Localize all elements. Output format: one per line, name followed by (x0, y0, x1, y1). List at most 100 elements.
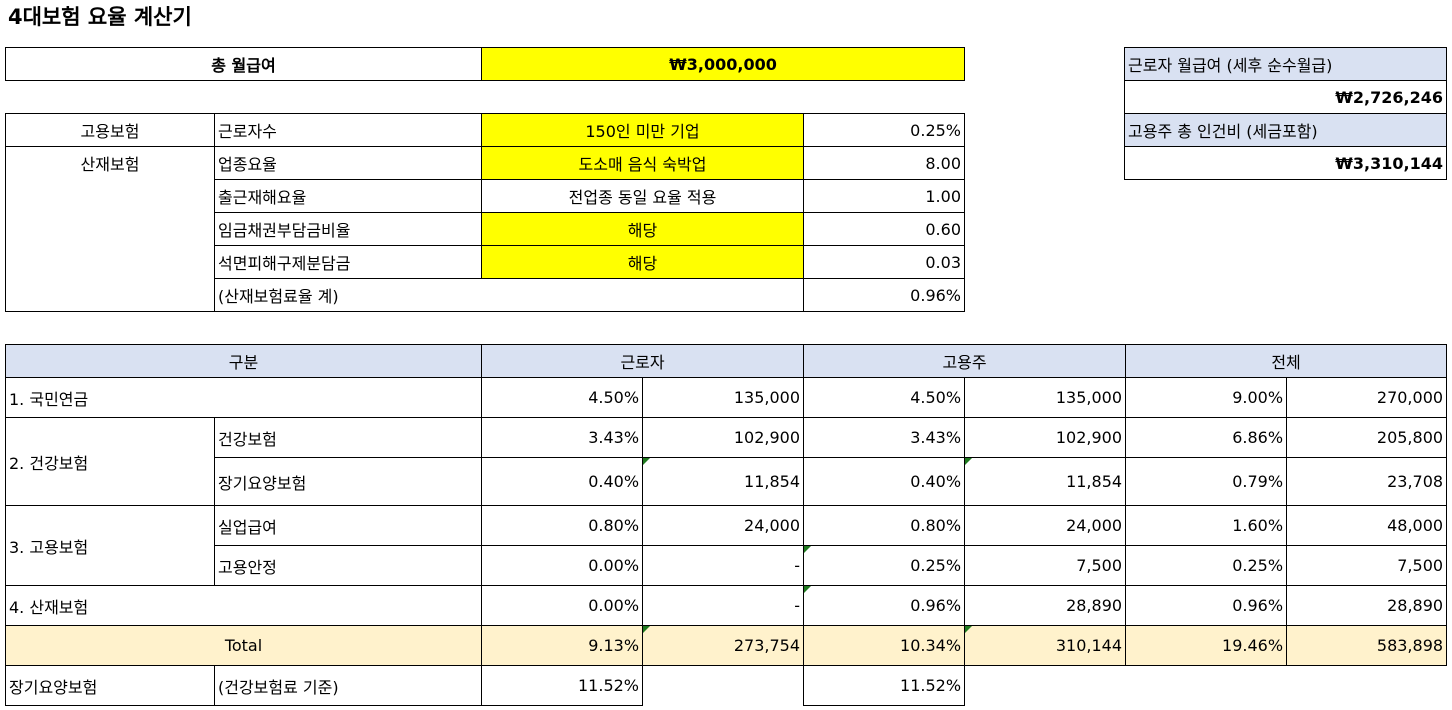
rate-label: 석면피해구제분담금 (214, 245, 482, 279)
employer-amount: 310,144 (964, 625, 1127, 666)
table-row: 장기요양보험 0.40% 11,854 0.40% 11,854 0.79% 2… (6, 457, 1448, 506)
header-employer: 고용주 (803, 344, 1127, 378)
table-row: 3. 고용보험 실업급여 0.80% 24,000 0.80% 24,000 1… (5, 505, 1448, 586)
rate-settings-table: 고용보험 근로자수 150인 미만 기업 0.25% 산재보험 업종요율 도소매… (5, 113, 965, 312)
accident-rate-sum-value: 0.96% (803, 278, 965, 312)
salary-label: 총 월급여 (5, 47, 482, 81)
worker-rate: 9.13% (481, 625, 644, 666)
header-category: 구분 (4, 344, 483, 378)
unemployment-sub-label: 실업급여 (213, 505, 483, 546)
employment-label: 3. 고용보험 (5, 505, 215, 586)
table-row: 고용안정 0.00% - 0.25% 7,500 0.25% 7,500 (6, 545, 1448, 586)
ltc-sub-label: 장기요양보험 (213, 457, 483, 506)
worker-amount: - (642, 545, 805, 586)
employer-ltc-rate: 11.52% (803, 665, 966, 706)
employer-rate: 0.25% (803, 545, 966, 586)
total-amount: 583,898 (1286, 625, 1448, 666)
rate-row-commute: 출근재해요율 전업종 동일 요율 적용 1.00 (6, 179, 965, 213)
employer-rate: 0.96% (803, 585, 966, 626)
table-row: 4. 산재보험 0.00% - 0.96% 28,890 0.96% 28,89… (4, 585, 1448, 626)
total-rate: 6.86% (1125, 417, 1288, 458)
commute-rate-value: 전업종 동일 요율 적용 (481, 179, 804, 213)
health-label: 2. 건강보험 (5, 417, 215, 506)
rate-label: 임금채권부담금비율 (214, 212, 482, 246)
employer-amount: 102,900 (964, 417, 1127, 458)
worker-rate: 0.80% (481, 505, 644, 546)
header-worker: 근로자 (481, 344, 805, 378)
table-row: 1. 국민연금 4.50% 135,000 4.50% 135,000 9.00… (4, 377, 1448, 418)
employer-cost-label: 고용주 총 인건비 (세금포함) (1124, 113, 1447, 147)
total-amount: 7,500 (1286, 545, 1448, 586)
empty-cell (1126, 666, 1287, 706)
accident-label: 4. 산재보험 (4, 585, 483, 626)
empty-cell (642, 665, 804, 706)
ltc-basis-row: 장기요양보험 (건강보험료 기준) 11.52% 11.52% (5, 665, 1447, 706)
rate-value: 0.60 (803, 212, 965, 246)
total-amount: 28,890 (1286, 585, 1448, 626)
rate-value: 1.00 (803, 179, 965, 213)
summary-table: 근로자 월급여 (세후 순수월급) ₩2,726,246 고용주 총 인건비 (… (1124, 47, 1447, 180)
worker-amount: - (642, 585, 805, 626)
total-rate: 0.25% (1125, 545, 1288, 586)
salary-input[interactable]: ₩3,000,000 (481, 47, 965, 81)
industry-select[interactable]: 도소매 음식 숙박업 (481, 146, 804, 180)
total-rate: 0.79% (1125, 457, 1288, 506)
net-salary-label: 근로자 월급여 (세후 순수월급) (1124, 47, 1447, 81)
wage-claim-select[interactable]: 해당 (481, 212, 804, 246)
net-salary-value: ₩2,726,246 (1124, 80, 1447, 114)
rate-row-asbestos: 석면피해구제분담금 해당 0.03 (6, 245, 965, 279)
employer-amount: 24,000 (964, 505, 1127, 546)
total-row: Total 9.13% 273,754 10.34% 310,144 19.46… (4, 625, 1448, 666)
worker-amount: 11,854 (642, 457, 805, 506)
total-rate: 19.46% (1125, 625, 1288, 666)
worker-rate: 0.00% (481, 585, 644, 626)
employment-insurance-label: 고용보험 (5, 113, 215, 147)
total-label: Total (4, 625, 483, 666)
worker-rate: 3.43% (481, 417, 644, 458)
total-amount: 205,800 (1286, 417, 1448, 458)
breakdown-table: 구분 근로자 고용주 전체 1. 국민연금 4.50% 135,000 4.50… (4, 344, 1448, 706)
rate-value: 0.25% (803, 113, 965, 147)
rate-row-sum: (산재보험료율 계) 0.96% (6, 278, 965, 312)
ltc-basis-label: 장기요양보험 (5, 665, 215, 706)
worker-rate: 4.50% (481, 377, 644, 418)
rate-label: 출근재해요율 (214, 179, 482, 213)
accident-insurance-label: 산재보험 (5, 146, 215, 312)
rate-row-wage-claim: 임금채권부담금비율 해당 0.60 (6, 212, 965, 246)
employee-count-select[interactable]: 150인 미만 기업 (481, 113, 804, 147)
total-amount: 48,000 (1286, 505, 1448, 546)
empty-cell (1287, 666, 1447, 706)
worker-rate: 0.40% (481, 457, 644, 506)
worker-amount: 135,000 (642, 377, 805, 418)
rate-label: 근로자수 (214, 113, 482, 147)
rate-row-industry: 산재보험 업종요율 도소매 음식 숙박업 8.00 (5, 146, 965, 312)
rate-value: 0.03 (803, 245, 965, 279)
stability-sub-label: 고용안정 (213, 545, 483, 586)
total-rate: 0.96% (1125, 585, 1288, 626)
asbestos-select[interactable]: 해당 (481, 245, 804, 279)
employer-rate: 10.34% (803, 625, 966, 666)
pension-label: 1. 국민연금 (4, 377, 483, 418)
ltc-basis-note: (건강보험료 기준) (213, 665, 483, 706)
health-sub-label: 건강보험 (213, 417, 483, 458)
employer-rate: 4.50% (803, 377, 966, 418)
employer-amount: 28,890 (964, 585, 1127, 626)
employer-rate: 3.43% (803, 417, 966, 458)
worker-rate: 0.00% (481, 545, 644, 586)
header-total: 전체 (1125, 344, 1448, 378)
employer-amount: 11,854 (964, 457, 1127, 506)
employer-cost-value: ₩3,310,144 (1124, 146, 1447, 180)
rate-row-employees: 고용보험 근로자수 150인 미만 기업 0.25% (5, 113, 965, 147)
page-title: 4대보험 요율 계산기 (8, 5, 192, 29)
worker-amount: 24,000 (642, 505, 805, 546)
total-rate: 9.00% (1125, 377, 1288, 418)
total-amount: 270,000 (1286, 377, 1448, 418)
employer-rate: 0.80% (803, 505, 966, 546)
employer-amount: 7,500 (964, 545, 1127, 586)
header-row: 구분 근로자 고용주 전체 (4, 344, 1448, 378)
empty-cell (964, 665, 1126, 706)
rate-label: 업종요율 (214, 146, 482, 180)
table-row: 2. 건강보험 건강보험 3.43% 102,900 3.43% 102,900… (5, 417, 1448, 506)
rate-value: 8.00 (803, 146, 965, 180)
employer-rate: 0.40% (803, 457, 966, 506)
